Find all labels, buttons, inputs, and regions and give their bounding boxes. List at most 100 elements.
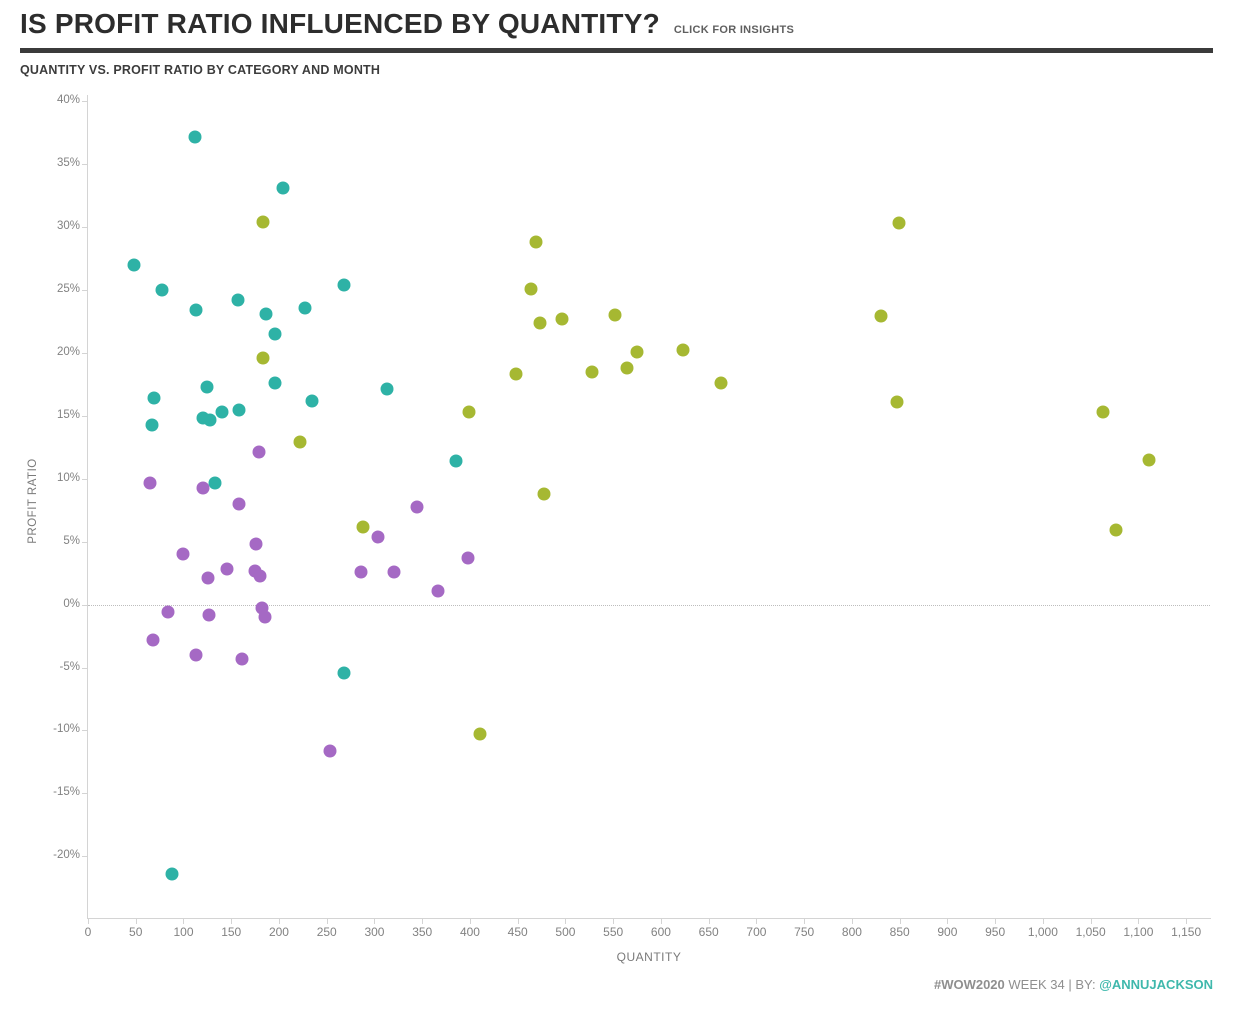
scatter-point-olive-category[interactable] bbox=[462, 405, 476, 419]
scatter-point-teal-category[interactable] bbox=[449, 454, 463, 468]
scatter-point-olive-category[interactable] bbox=[608, 308, 622, 322]
scatter-point-teal-category[interactable] bbox=[189, 303, 203, 317]
y-tick-label: 20% bbox=[56, 345, 80, 358]
scatter-point-olive-category[interactable] bbox=[585, 365, 599, 379]
scatter-point-teal-category[interactable] bbox=[165, 867, 179, 881]
x-tick-label: 700 bbox=[746, 925, 767, 939]
scatter-point-purple-category[interactable] bbox=[249, 537, 263, 551]
scatter-point-purple-category[interactable] bbox=[354, 565, 368, 579]
scatter-point-purple-category[interactable] bbox=[431, 584, 445, 598]
x-tick-label: 800 bbox=[841, 925, 862, 939]
scatter-point-teal-category[interactable] bbox=[298, 301, 312, 315]
scatter-point-purple-category[interactable] bbox=[201, 571, 215, 585]
scatter-point-teal-category[interactable] bbox=[208, 476, 222, 490]
x-tick-mark bbox=[422, 919, 424, 924]
scatter-point-teal-category[interactable] bbox=[203, 413, 217, 427]
scatter-point-olive-category[interactable] bbox=[529, 235, 543, 249]
x-tick-mark bbox=[756, 919, 758, 924]
scatter-point-teal-category[interactable] bbox=[147, 391, 161, 405]
scatter-point-olive-category[interactable] bbox=[533, 316, 547, 330]
y-tick-label: -15% bbox=[53, 786, 80, 799]
scatter-point-olive-category[interactable] bbox=[892, 216, 906, 230]
scatter-point-teal-category[interactable] bbox=[337, 666, 351, 680]
scatter-point-olive-category[interactable] bbox=[537, 487, 551, 501]
y-tick-label: 25% bbox=[56, 283, 80, 296]
insights-link[interactable]: CLICK FOR INSIGHTS bbox=[673, 24, 795, 36]
scatter-point-olive-category[interactable] bbox=[1096, 405, 1110, 419]
scatter-point-purple-category[interactable] bbox=[252, 445, 266, 459]
x-tick-mark bbox=[88, 919, 89, 924]
scatter-point-purple-category[interactable] bbox=[143, 476, 157, 490]
x-tick-label: 1,000 bbox=[1027, 925, 1058, 939]
x-tick-mark bbox=[613, 919, 615, 924]
scatter-point-teal-category[interactable] bbox=[188, 130, 202, 144]
scatter-point-purple-category[interactable] bbox=[220, 562, 234, 576]
scatter-point-teal-category[interactable] bbox=[259, 307, 273, 321]
footer-author-link[interactable]: @ANNUJACKSON bbox=[1099, 977, 1213, 992]
scatter-point-purple-category[interactable] bbox=[258, 610, 272, 624]
scatter-point-teal-category[interactable] bbox=[127, 258, 141, 272]
scatter-point-purple-category[interactable] bbox=[202, 608, 216, 622]
x-tick-label: 0 bbox=[84, 925, 92, 939]
x-tick-label: 250 bbox=[316, 925, 337, 939]
x-tick-mark bbox=[708, 919, 710, 924]
y-tick-mark bbox=[82, 227, 87, 229]
scatter-point-purple-category[interactable] bbox=[371, 530, 385, 544]
footer-middle: WEEK 34 | BY: bbox=[1004, 977, 1100, 992]
scatter-point-teal-category[interactable] bbox=[145, 418, 159, 432]
scatter-point-olive-category[interactable] bbox=[555, 312, 569, 326]
x-tick-label: 100 bbox=[173, 925, 194, 939]
scatter-point-purple-category[interactable] bbox=[196, 481, 210, 495]
scatter-point-purple-category[interactable] bbox=[410, 500, 424, 513]
x-tick-label: 950 bbox=[985, 925, 1006, 939]
scatter-point-purple-category[interactable] bbox=[235, 652, 249, 666]
scatter-point-olive-category[interactable] bbox=[676, 343, 690, 357]
scatter-point-teal-category[interactable] bbox=[276, 181, 290, 195]
scatter-point-teal-category[interactable] bbox=[232, 403, 246, 417]
scatter-point-teal-category[interactable] bbox=[200, 380, 214, 394]
x-tick-label: 400 bbox=[459, 925, 480, 939]
header: IS PROFIT RATIO INFLUENCED BY QUANTITY? C… bbox=[20, 8, 794, 40]
x-tick-mark bbox=[374, 919, 376, 924]
scatter-point-olive-category[interactable] bbox=[1142, 453, 1156, 467]
scatter-point-teal-category[interactable] bbox=[215, 405, 229, 419]
scatter-point-teal-category[interactable] bbox=[268, 376, 282, 390]
scatter-point-olive-category[interactable] bbox=[714, 376, 728, 390]
scatter-point-olive-category[interactable] bbox=[509, 367, 523, 381]
scatter-point-teal-category[interactable] bbox=[337, 278, 351, 292]
scatter-point-purple-category[interactable] bbox=[461, 551, 475, 565]
scatter-point-purple-category[interactable] bbox=[253, 569, 267, 583]
scatter-point-olive-category[interactable] bbox=[293, 435, 307, 449]
scatter-point-purple-category[interactable] bbox=[161, 605, 175, 619]
scatter-point-olive-category[interactable] bbox=[356, 520, 370, 534]
scatter-point-olive-category[interactable] bbox=[620, 361, 634, 375]
y-tick-mark bbox=[82, 604, 87, 606]
scatter-point-teal-category[interactable] bbox=[268, 327, 282, 341]
x-tick-mark bbox=[231, 919, 233, 924]
x-tick-mark bbox=[135, 919, 137, 924]
scatter-point-purple-category[interactable] bbox=[176, 547, 190, 561]
scatter-point-purple-category[interactable] bbox=[232, 497, 246, 511]
x-tick-mark bbox=[517, 919, 519, 924]
scatter-point-purple-category[interactable] bbox=[189, 648, 203, 662]
footer-credit: #WOW2020 WEEK 34 | BY: @ANNUJACKSON bbox=[934, 977, 1213, 992]
scatter-point-olive-category[interactable] bbox=[256, 215, 270, 229]
scatter-point-teal-category[interactable] bbox=[155, 283, 169, 297]
scatter-point-olive-category[interactable] bbox=[473, 727, 487, 741]
scatter-point-olive-category[interactable] bbox=[524, 282, 538, 296]
scatter-point-olive-category[interactable] bbox=[890, 395, 904, 409]
x-tick-mark bbox=[804, 919, 806, 924]
scatter-point-purple-category[interactable] bbox=[146, 633, 160, 647]
scatter-point-olive-category[interactable] bbox=[630, 345, 644, 359]
scatter-point-teal-category[interactable] bbox=[305, 394, 319, 408]
scatter-point-teal-category[interactable] bbox=[231, 293, 245, 307]
x-tick-label: 300 bbox=[364, 925, 385, 939]
x-tick-mark bbox=[947, 919, 949, 924]
scatter-point-purple-category[interactable] bbox=[387, 565, 401, 579]
scatter-point-olive-category[interactable] bbox=[874, 309, 888, 323]
scatter-point-olive-category[interactable] bbox=[256, 351, 270, 365]
scatter-point-teal-category[interactable] bbox=[380, 382, 394, 396]
scatter-point-olive-category[interactable] bbox=[1109, 523, 1123, 537]
y-tick-mark bbox=[82, 541, 87, 543]
scatter-point-purple-category[interactable] bbox=[323, 744, 337, 758]
